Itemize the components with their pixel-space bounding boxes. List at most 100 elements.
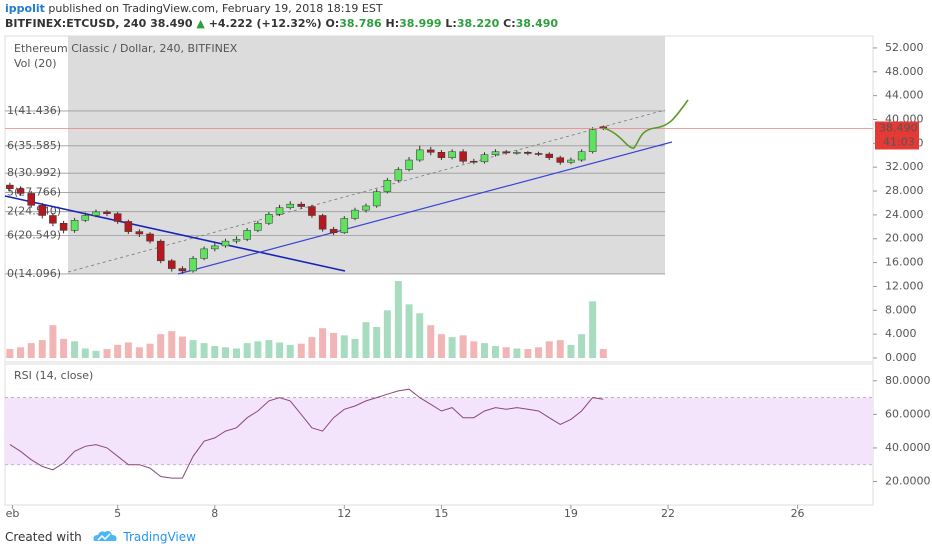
candle-body — [59, 222, 68, 231]
candle-body — [308, 206, 316, 216]
candle-body — [146, 233, 154, 242]
volume-bar — [480, 343, 488, 358]
rsi-y-tick-label: 40.0000 — [885, 441, 931, 454]
volume-bar — [124, 342, 132, 358]
arrow: ▲ — [196, 17, 205, 30]
candle-body — [437, 152, 446, 158]
candle-body — [383, 180, 392, 192]
volume-bar — [319, 328, 327, 358]
header-line-2: BITFINEX:ETCUSD, 240 38.490 ▲ +4.222 (+1… — [5, 16, 558, 31]
l-label: L: — [445, 17, 457, 30]
volume-bar — [556, 340, 564, 358]
volume-bar — [459, 335, 467, 358]
candle-body — [297, 203, 305, 207]
candle-body — [513, 152, 521, 154]
header-line-1: ippolit published on TradingView.com, Fe… — [5, 1, 558, 16]
volume-bar — [599, 349, 607, 358]
last-price-label: 38.490 — [879, 121, 918, 134]
fib-label: 0(14.096) — [7, 267, 61, 280]
x-tick-label: 26 — [791, 507, 805, 520]
dashed-trend — [67, 109, 666, 273]
candle-body — [178, 268, 187, 272]
volume-bar — [276, 342, 284, 358]
volume-bar — [427, 325, 435, 358]
brand[interactable]: TradingView — [123, 530, 196, 544]
volume-bar — [524, 349, 532, 358]
volume-bar — [286, 344, 294, 358]
candle-body — [556, 157, 564, 163]
candle-body — [524, 152, 532, 154]
y-tick-label: 32.000 — [885, 160, 924, 173]
x-tick-label: 19 — [564, 507, 578, 520]
volume-bar — [373, 326, 381, 358]
volume-bar — [513, 348, 521, 358]
volume-bar — [189, 340, 197, 358]
volume-bar — [491, 346, 499, 358]
candle-body — [567, 159, 575, 163]
volume-bar — [221, 347, 229, 358]
candle-body — [286, 203, 294, 208]
volume-bar — [232, 348, 240, 358]
user[interactable]: ippolit — [5, 2, 45, 15]
candle-body — [38, 205, 46, 216]
volume-bar — [416, 313, 424, 358]
volume-bar — [351, 338, 359, 358]
o: 38.786 — [339, 17, 382, 30]
volume-bar — [243, 343, 251, 358]
volume-bar — [470, 341, 478, 358]
fib-label: 2(24.540) — [7, 205, 61, 218]
candle-body — [534, 153, 543, 155]
volume-bar — [265, 340, 273, 358]
volume-bar — [81, 348, 89, 358]
volume-bar — [38, 340, 46, 358]
volume-bar — [254, 341, 262, 358]
rsi-y-tick-label: 20.0000 — [885, 475, 931, 488]
candle-body — [394, 169, 403, 181]
x-tick-label: 8 — [211, 507, 218, 520]
candle-body — [221, 240, 230, 247]
fib-region — [68, 36, 665, 274]
chart: 0.000 4.000 8.000 12.000 16.000 20.000 24.000 2… — [4, 35, 931, 520]
candle-body — [372, 191, 381, 207]
h-label: H: — [385, 17, 400, 30]
candle-body — [92, 211, 100, 216]
footer: Created with TradingView — [5, 527, 196, 544]
candle-body — [113, 213, 122, 222]
rsi-y-tick-label: 80.0000 — [885, 374, 931, 387]
volume-bar — [146, 343, 154, 358]
candle-body — [135, 231, 144, 235]
rsi-line — [9, 388, 604, 479]
rsi-band — [5, 397, 873, 465]
candle-body — [351, 209, 359, 219]
volume-bar — [6, 349, 14, 358]
x-tick-label: 15 — [434, 507, 448, 520]
candle-body — [232, 239, 241, 242]
candle-body — [103, 211, 111, 214]
rsi-y-tick-label: 60.0000 — [885, 407, 931, 420]
candle-body — [329, 228, 338, 234]
fib-label: 1(41.436) — [7, 104, 61, 117]
candle-body — [426, 149, 435, 153]
candle-body — [448, 151, 456, 158]
price: 38.490 — [150, 17, 193, 30]
volume-bar — [405, 304, 413, 358]
candle-body — [70, 220, 79, 231]
y-tick-label: 8.000 — [885, 303, 917, 316]
layer: 0.000 4.000 8.000 12.000 16.000 20.000 24.000 2… — [4, 36, 931, 520]
candle-body — [405, 159, 413, 170]
volume-bar — [17, 347, 25, 358]
volume-bar — [340, 335, 348, 358]
candle-body — [415, 149, 424, 161]
countdown-box — [875, 135, 919, 150]
projection — [602, 99, 689, 149]
volume-bar — [178, 336, 186, 358]
header: ippolit published on TradingView.com, Fe… — [5, 1, 558, 31]
published: published on TradingView.com, February 1… — [48, 2, 383, 15]
y-tick-label: 24.000 — [885, 208, 924, 221]
candle-body — [545, 153, 553, 158]
candle-body — [459, 151, 467, 162]
y-tick-label: 48.000 — [885, 65, 924, 78]
volume-bar — [567, 344, 575, 358]
candle-body — [502, 151, 510, 154]
y-tick-label: 44.000 — [885, 89, 924, 102]
